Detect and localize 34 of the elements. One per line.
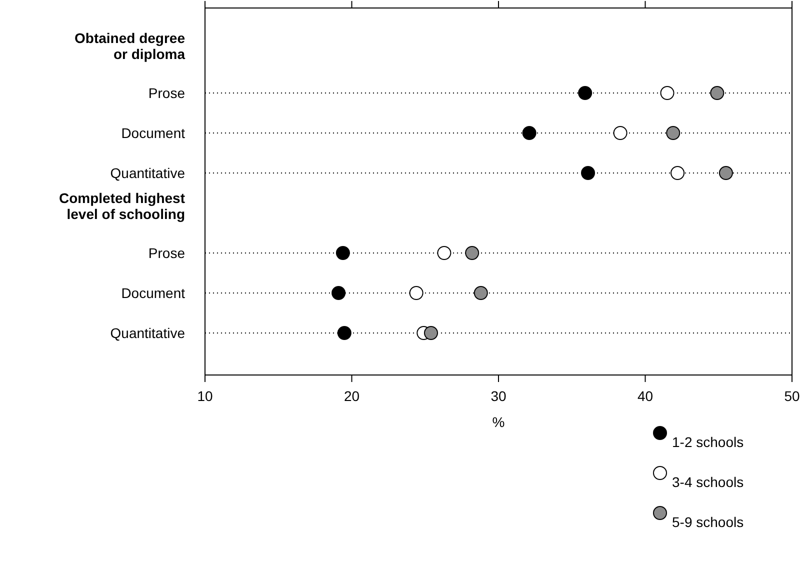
y-tick-label: Prose xyxy=(148,245,186,261)
point xyxy=(710,86,724,100)
y-tick-label: Obtained degree or diploma xyxy=(74,30,186,62)
point xyxy=(332,286,346,300)
legend-label: 1-2 schools xyxy=(672,434,744,450)
point xyxy=(613,126,628,140)
point xyxy=(409,286,424,300)
y-tick-label: Quantitative xyxy=(110,325,186,341)
x-tick-label: 10 xyxy=(197,388,213,404)
point xyxy=(670,166,685,180)
y-tick-label: Document xyxy=(121,285,186,301)
x-tick-label: 50 xyxy=(784,388,800,404)
y-tick-label: Quantitative xyxy=(110,165,186,181)
x-tick-label: 40 xyxy=(637,388,654,404)
point xyxy=(666,126,680,140)
y-tick-label: Completed highest level of schooling xyxy=(58,190,186,222)
legend-label: 3-4 schools xyxy=(672,474,744,490)
point xyxy=(578,86,592,100)
point xyxy=(437,246,452,260)
point xyxy=(522,126,536,140)
legend-label: 5-9 schools xyxy=(672,514,744,530)
y-tick-label: Prose xyxy=(148,85,186,101)
x-axis-title: % xyxy=(492,414,505,430)
y-tick-label: Document xyxy=(121,125,186,141)
x-tick-label: 20 xyxy=(344,388,360,404)
point xyxy=(581,166,596,180)
point xyxy=(336,246,350,260)
x-tick-label: 30 xyxy=(490,388,506,404)
point xyxy=(424,326,438,340)
point xyxy=(465,246,480,260)
point xyxy=(337,326,352,340)
point xyxy=(474,286,488,300)
point xyxy=(718,166,733,180)
point xyxy=(660,86,674,100)
